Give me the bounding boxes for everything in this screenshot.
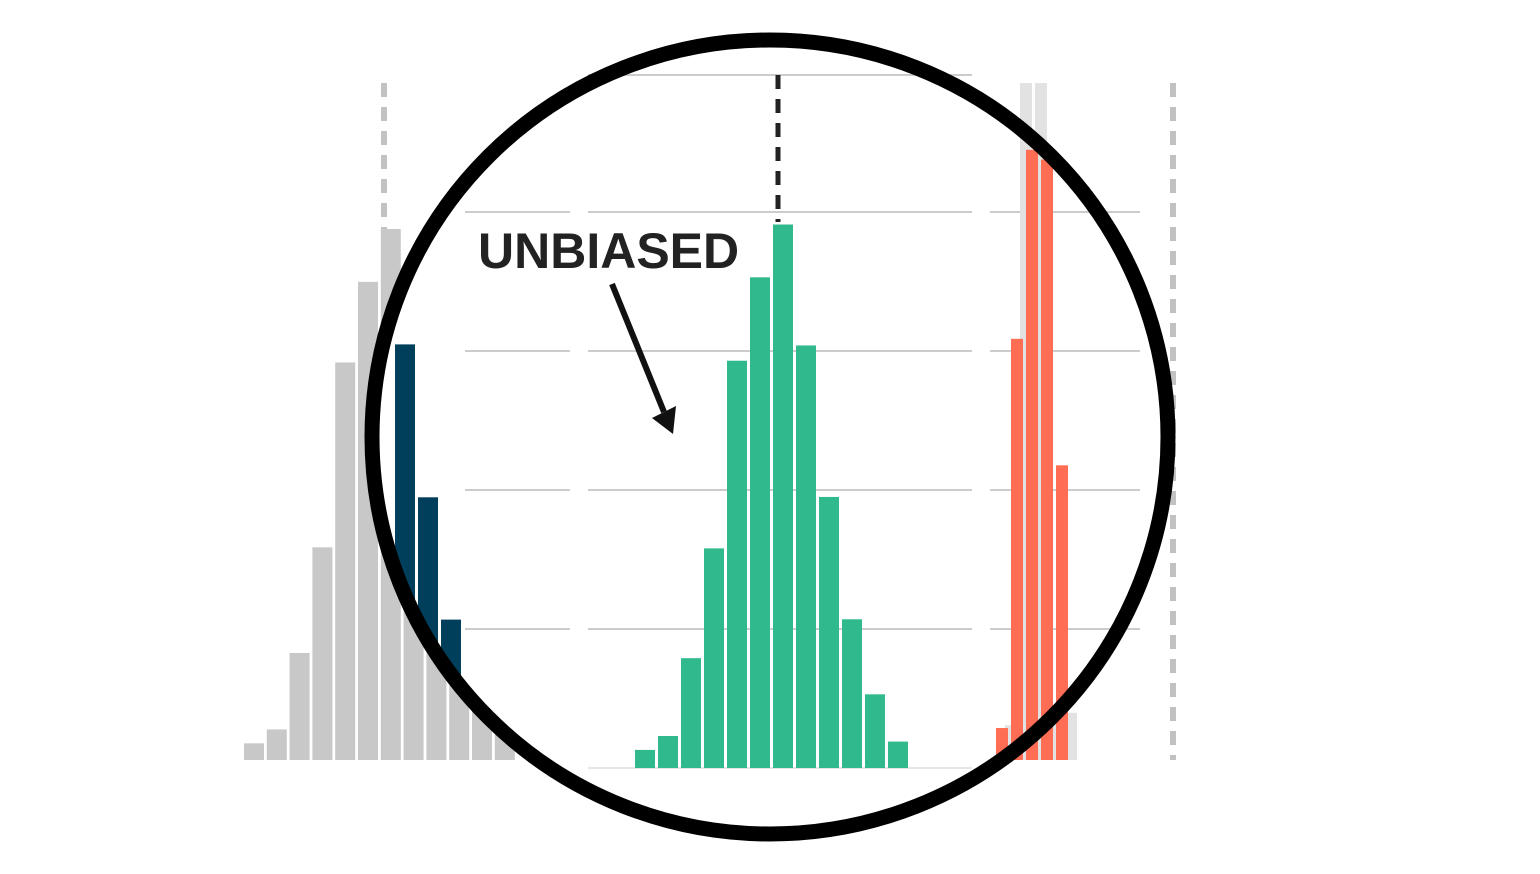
middle-bar: [888, 741, 908, 768]
middle-bar: [704, 548, 724, 768]
right-bar: [1041, 159, 1053, 760]
left-bar: [266, 729, 287, 760]
middle-bar: [727, 360, 747, 768]
right-histogram: [996, 83, 1077, 761]
left-bar: [312, 547, 333, 760]
middle-bar: [658, 736, 678, 768]
right-bar: [1056, 465, 1068, 760]
middle-bar: [681, 658, 701, 768]
middle-histogram: [635, 224, 908, 768]
middle-bar: [796, 345, 816, 768]
left-bar: [244, 743, 264, 760]
left-bar: [289, 652, 310, 760]
right-bar: [1011, 338, 1023, 760]
left-bar: [335, 362, 356, 760]
middle-bar: [635, 749, 655, 768]
arrowhead-icon: [652, 406, 676, 434]
middle-bar: [750, 277, 770, 768]
middle-bar: [842, 619, 862, 768]
middle-bar: [819, 496, 839, 768]
magnifier-circle: [364, 32, 1176, 842]
middle-bar: [773, 224, 793, 768]
middle-bar: [865, 694, 885, 768]
unbiased-label: UNBIASED: [478, 223, 739, 279]
arrow: [609, 282, 676, 434]
right-bar: [1026, 149, 1038, 761]
